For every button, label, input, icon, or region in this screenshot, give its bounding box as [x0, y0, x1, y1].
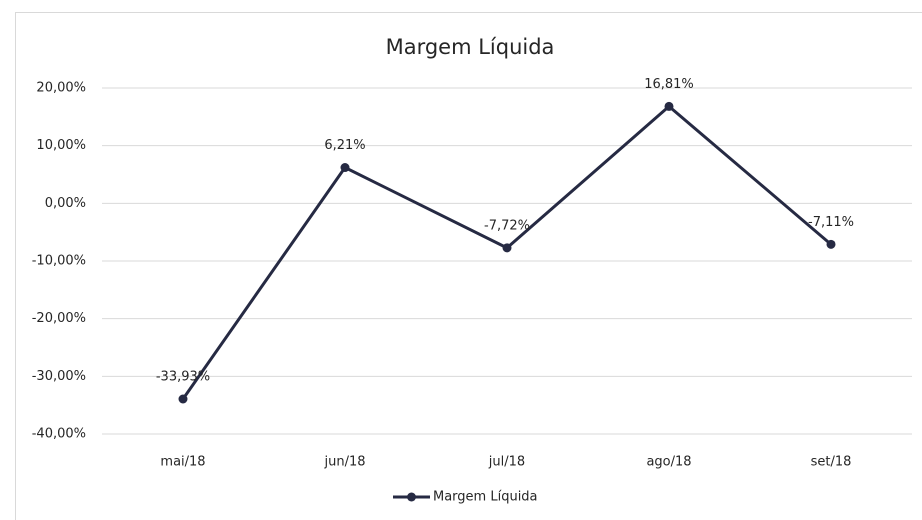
point: [178, 394, 188, 404]
chart-title: Margem Líquida: [386, 35, 555, 59]
x-tick-label: jun/18: [323, 455, 365, 470]
data-label: 16,81%: [644, 77, 694, 92]
x-tick-label: set/18: [811, 455, 852, 470]
legend-label: Margem Líquida: [433, 490, 538, 505]
data-label: -33,93%: [156, 369, 210, 384]
y-tick-label: -10,00%: [32, 254, 86, 269]
y-tick-label: 10,00%: [36, 138, 86, 153]
point: [826, 239, 836, 249]
point: [502, 243, 512, 253]
x-tick-label: jul/18: [488, 455, 525, 470]
chart-border: [15, 12, 922, 520]
point: [664, 101, 674, 111]
y-tick-label: 0,00%: [45, 196, 86, 211]
y-tick-label: 20,00%: [36, 81, 86, 96]
y-tick-label: -20,00%: [32, 311, 86, 326]
y-tick-label: -40,00%: [32, 427, 86, 442]
data-label: -7,11%: [808, 215, 854, 230]
legend-marker: [407, 492, 416, 502]
data-label: 6,21%: [324, 138, 365, 153]
data-label: -7,72%: [484, 218, 530, 233]
y-tick-label: -30,00%: [32, 369, 86, 384]
x-tick-label: mai/18: [160, 455, 205, 470]
x-tick-label: ago/18: [646, 455, 691, 470]
point: [340, 163, 350, 173]
